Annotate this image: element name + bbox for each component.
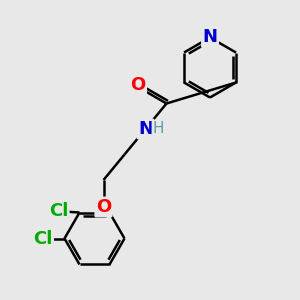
Text: O: O xyxy=(130,76,146,94)
Text: O: O xyxy=(96,198,111,216)
Text: Cl: Cl xyxy=(33,230,52,247)
Text: H: H xyxy=(152,121,164,136)
Text: N: N xyxy=(202,28,217,46)
Text: N: N xyxy=(138,120,153,138)
Text: Cl: Cl xyxy=(49,202,68,220)
